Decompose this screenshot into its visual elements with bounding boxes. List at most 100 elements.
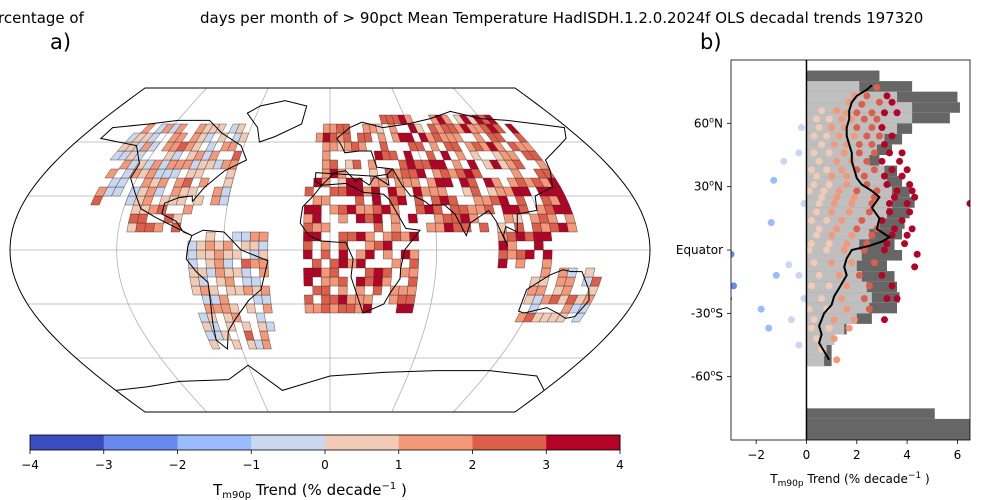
trend-point	[878, 124, 886, 132]
colorbar-tick-label: −1	[242, 458, 260, 472]
trend-point	[873, 83, 881, 91]
map-grid-cell	[352, 159, 362, 170]
trend-point	[891, 225, 899, 233]
profile-xtick-label: 6	[954, 448, 962, 462]
trend-point	[843, 282, 851, 290]
map-grid-cell	[342, 123, 351, 134]
map-grid-cell	[447, 195, 459, 206]
trend-point	[875, 132, 883, 140]
trend-point	[785, 261, 793, 269]
trend-point	[865, 208, 873, 216]
trend-point	[808, 324, 816, 332]
trend-point	[835, 132, 843, 140]
profile-xtick-label: 0	[803, 448, 811, 462]
trend-point	[853, 225, 861, 233]
trend-point	[865, 305, 873, 313]
trend-point	[911, 263, 919, 271]
trend-point	[810, 316, 818, 324]
map-grid-cell	[174, 132, 189, 143]
trend-point	[880, 172, 888, 180]
trend-point	[825, 149, 833, 157]
land-bar-observed	[806, 271, 862, 282]
trend-point	[770, 176, 778, 184]
trend-point	[888, 282, 896, 290]
trend-point	[800, 200, 808, 208]
trend-point	[808, 216, 816, 224]
trend-point	[850, 193, 858, 201]
trend-point	[731, 250, 735, 258]
land-bar-observed	[806, 112, 913, 124]
land-bar-observed	[806, 165, 885, 177]
trend-point	[795, 341, 803, 349]
trend-point	[878, 271, 886, 279]
trend-point	[853, 187, 861, 195]
trend-point	[823, 132, 831, 140]
trend-point	[797, 124, 805, 132]
trend-point	[845, 324, 853, 332]
trend-point	[883, 295, 891, 303]
trend-point	[868, 231, 876, 239]
trend-point	[908, 225, 916, 233]
trend-point	[848, 231, 856, 239]
map-grid-cell	[583, 267, 596, 278]
trend-point	[880, 316, 888, 324]
trend-point	[825, 115, 833, 123]
trend-point	[818, 107, 826, 115]
trend-point	[868, 140, 876, 148]
trend-point	[911, 193, 919, 201]
land-bar-observed	[806, 281, 867, 293]
trend-point	[850, 132, 858, 140]
trend-point	[870, 259, 878, 267]
trend-point	[893, 295, 901, 303]
profile-ytick-label: Equator	[676, 243, 723, 257]
colorbar-swatch	[325, 435, 400, 450]
trend-point	[805, 246, 813, 254]
trend-point	[878, 157, 886, 165]
trend-point	[833, 356, 841, 364]
trend-point	[825, 181, 833, 189]
trend-point	[885, 208, 893, 216]
trend-point	[787, 316, 795, 324]
trend-point	[825, 324, 833, 332]
trend-point	[855, 149, 863, 157]
coastline	[314, 110, 567, 247]
trend-point	[843, 172, 851, 180]
trend-point	[855, 271, 863, 279]
profile-xtick-label: 2	[853, 448, 861, 462]
title-left-fragment: rcentage of	[0, 9, 84, 27]
land-bar-observed	[806, 186, 893, 198]
coastline	[246, 100, 308, 143]
map-grid-cell	[231, 150, 243, 161]
trend-point	[835, 271, 843, 279]
trend-point	[808, 166, 816, 174]
map-grid-cell	[542, 249, 553, 260]
colorbar-tick-label: 2	[469, 458, 477, 472]
coastline	[115, 364, 545, 391]
map-grid-cell	[329, 159, 339, 170]
trend-point	[850, 316, 858, 324]
colorbar-swatch	[177, 435, 252, 450]
trend-point	[848, 259, 856, 267]
map-grid-cell	[214, 123, 227, 134]
trend-point	[833, 193, 841, 201]
trend-point	[828, 208, 836, 216]
trend-point	[891, 193, 899, 201]
trend-point	[913, 250, 921, 258]
map-grid-cell	[231, 339, 243, 350]
trend-point	[780, 157, 788, 165]
coastline	[99, 119, 248, 237]
profile-ytick-label: -30oS	[691, 305, 723, 320]
trend-point	[823, 246, 831, 254]
trend-point	[843, 305, 851, 313]
map-grid-cell	[388, 150, 399, 161]
map-grid-cell	[403, 114, 415, 125]
trend-point	[838, 115, 846, 123]
trend-point	[870, 166, 878, 174]
trend-point	[757, 305, 765, 313]
colorbar-swatch	[398, 435, 473, 450]
map-grid-cell	[198, 177, 210, 188]
trend-point	[845, 208, 853, 216]
profile-ytick-label: -60oS	[691, 369, 723, 384]
map-grid-cell	[140, 123, 156, 134]
